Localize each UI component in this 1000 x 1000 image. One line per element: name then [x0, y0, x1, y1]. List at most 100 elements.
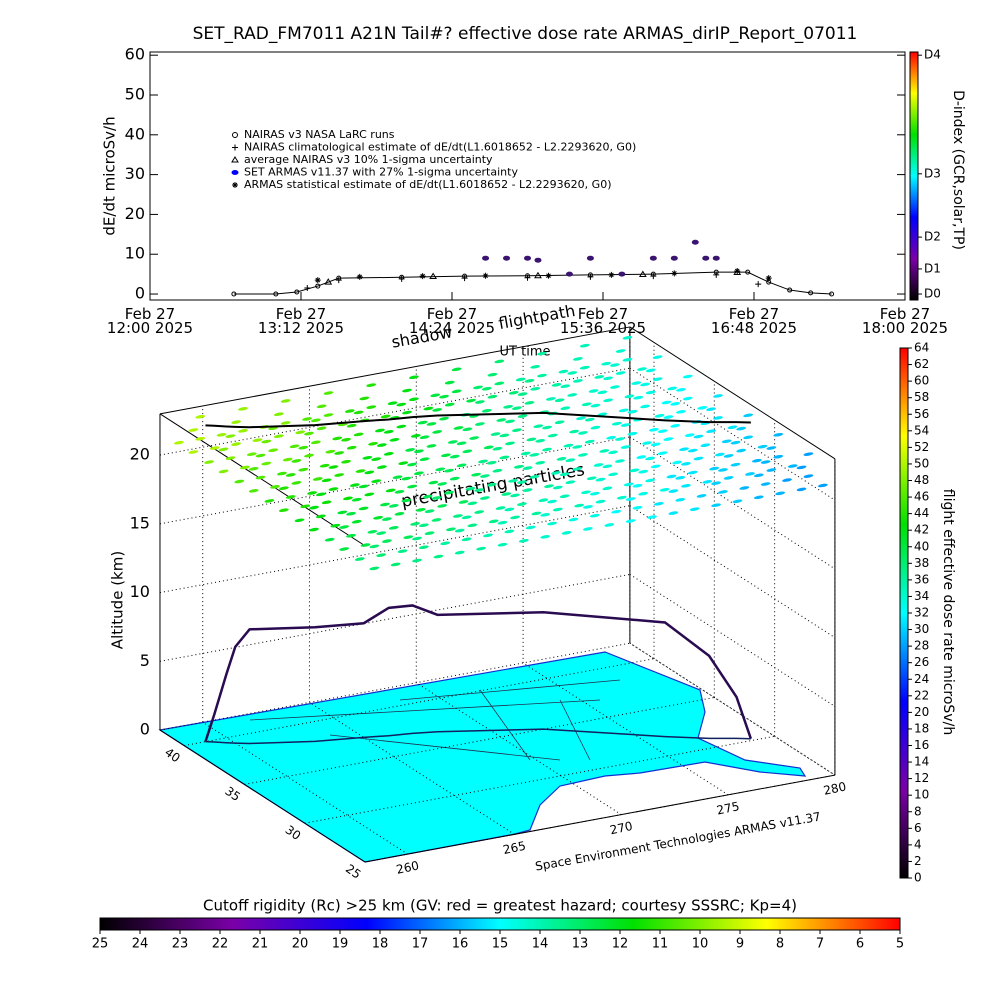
particle-cell — [696, 468, 743, 508]
particle-dash — [373, 515, 384, 520]
data-point — [712, 255, 720, 261]
particle-dash — [371, 457, 382, 461]
data-point — [398, 275, 405, 282]
particle-dash — [417, 420, 428, 425]
particle-cell — [216, 407, 263, 446]
particle-dash — [479, 474, 490, 478]
particle-dash — [602, 486, 613, 491]
particle-dash — [309, 505, 319, 510]
particle-dash — [366, 405, 377, 409]
particle-dash — [426, 444, 437, 448]
particle-dash — [461, 515, 472, 520]
particle-dash — [627, 431, 638, 436]
colorbar-tick-label: 24 — [914, 672, 929, 686]
lon-tick-label: 270 — [609, 819, 634, 837]
particle-dash — [479, 496, 490, 500]
particle-dash — [273, 434, 284, 439]
z-tick-label: 0 — [140, 720, 150, 739]
particle-dash — [614, 459, 625, 463]
particle-dash — [567, 393, 578, 397]
particle-dash — [524, 379, 535, 383]
particle-dash — [640, 404, 650, 409]
grid-line — [629, 505, 836, 639]
particle-dash — [349, 483, 360, 487]
colorbar-tick-label: 16 — [914, 738, 929, 752]
particle-cell — [623, 456, 670, 496]
particle-dash — [730, 440, 741, 445]
particle-dash — [559, 472, 570, 477]
particle-dash — [490, 432, 501, 436]
particle-dash — [663, 415, 674, 419]
particle-dash — [499, 455, 510, 460]
colorbar-tick-label: 16 — [452, 937, 469, 952]
particle-dash — [173, 440, 184, 445]
data-point — [524, 255, 531, 261]
particle-dash — [309, 527, 319, 532]
particle-dash — [364, 470, 375, 475]
particle-dash — [579, 343, 590, 348]
particle-dash — [248, 467, 259, 471]
particle-dash — [654, 413, 665, 418]
particle-dash — [394, 512, 405, 516]
particle-dash — [623, 482, 634, 487]
particle-dash — [351, 497, 362, 502]
particle-dash — [413, 471, 424, 476]
particle-dash — [330, 523, 341, 528]
particle-dash — [453, 426, 464, 430]
particle-dash — [516, 480, 527, 484]
colorbar-tick-label: 24 — [132, 937, 149, 952]
particle-dash — [359, 396, 370, 401]
particle-cell — [490, 406, 537, 446]
particle-dash — [467, 523, 478, 528]
particle-cell — [204, 434, 250, 474]
particle-cell — [611, 483, 657, 523]
colorbar-tick-label: 18 — [914, 721, 929, 735]
particle-dash — [277, 471, 287, 476]
particle-dash — [231, 420, 242, 424]
x-tick-label: Feb 27 12:00 2025 — [106, 305, 194, 337]
particle-dash — [273, 412, 284, 417]
y2-tick-label: D0 — [924, 287, 941, 301]
particle-dash — [554, 398, 565, 403]
particle-dash — [298, 467, 309, 472]
grid-line — [159, 573, 630, 662]
colorbar-tick-label: 28 — [914, 639, 929, 653]
particle-dash — [736, 426, 747, 431]
particle-dash — [568, 517, 579, 522]
lon-tick-label: 260 — [395, 858, 420, 876]
data-point — [461, 275, 468, 282]
particle-dash — [497, 520, 508, 525]
colorbar-tick-label: 50 — [914, 456, 929, 470]
particle-dash — [195, 414, 206, 419]
particle-cell — [380, 476, 426, 516]
particle-dash — [713, 416, 723, 420]
grid-line — [629, 436, 836, 570]
data-point — [565, 271, 573, 277]
data-point — [534, 257, 542, 263]
particle-dash — [218, 447, 229, 452]
colorbar-tick-label: 13 — [572, 937, 589, 952]
particle-dash — [652, 377, 663, 381]
particle-dash — [494, 359, 505, 364]
particle-dash — [432, 408, 443, 412]
particle-dash — [721, 439, 732, 444]
particle-dash — [510, 515, 520, 520]
particle-dash — [454, 550, 465, 555]
particle-cell — [581, 464, 627, 504]
data-point — [586, 255, 594, 261]
z-tick-label: 10 — [130, 582, 150, 601]
particle-dash — [622, 335, 633, 340]
colorbar-tick-label: 36 — [914, 572, 929, 586]
particle-dash — [530, 365, 541, 369]
particle-cell — [392, 449, 439, 489]
data-point — [765, 275, 772, 282]
z-tick-label: 15 — [130, 513, 150, 532]
flight-path — [204, 604, 753, 743]
particle-cell — [588, 363, 635, 403]
particle-dash — [581, 490, 591, 495]
colorbar-tick-label: 54 — [914, 423, 929, 437]
particle-dash — [225, 434, 236, 438]
y2-tick-label: D3 — [924, 166, 941, 180]
colorbar-tick-label: 32 — [914, 606, 929, 620]
